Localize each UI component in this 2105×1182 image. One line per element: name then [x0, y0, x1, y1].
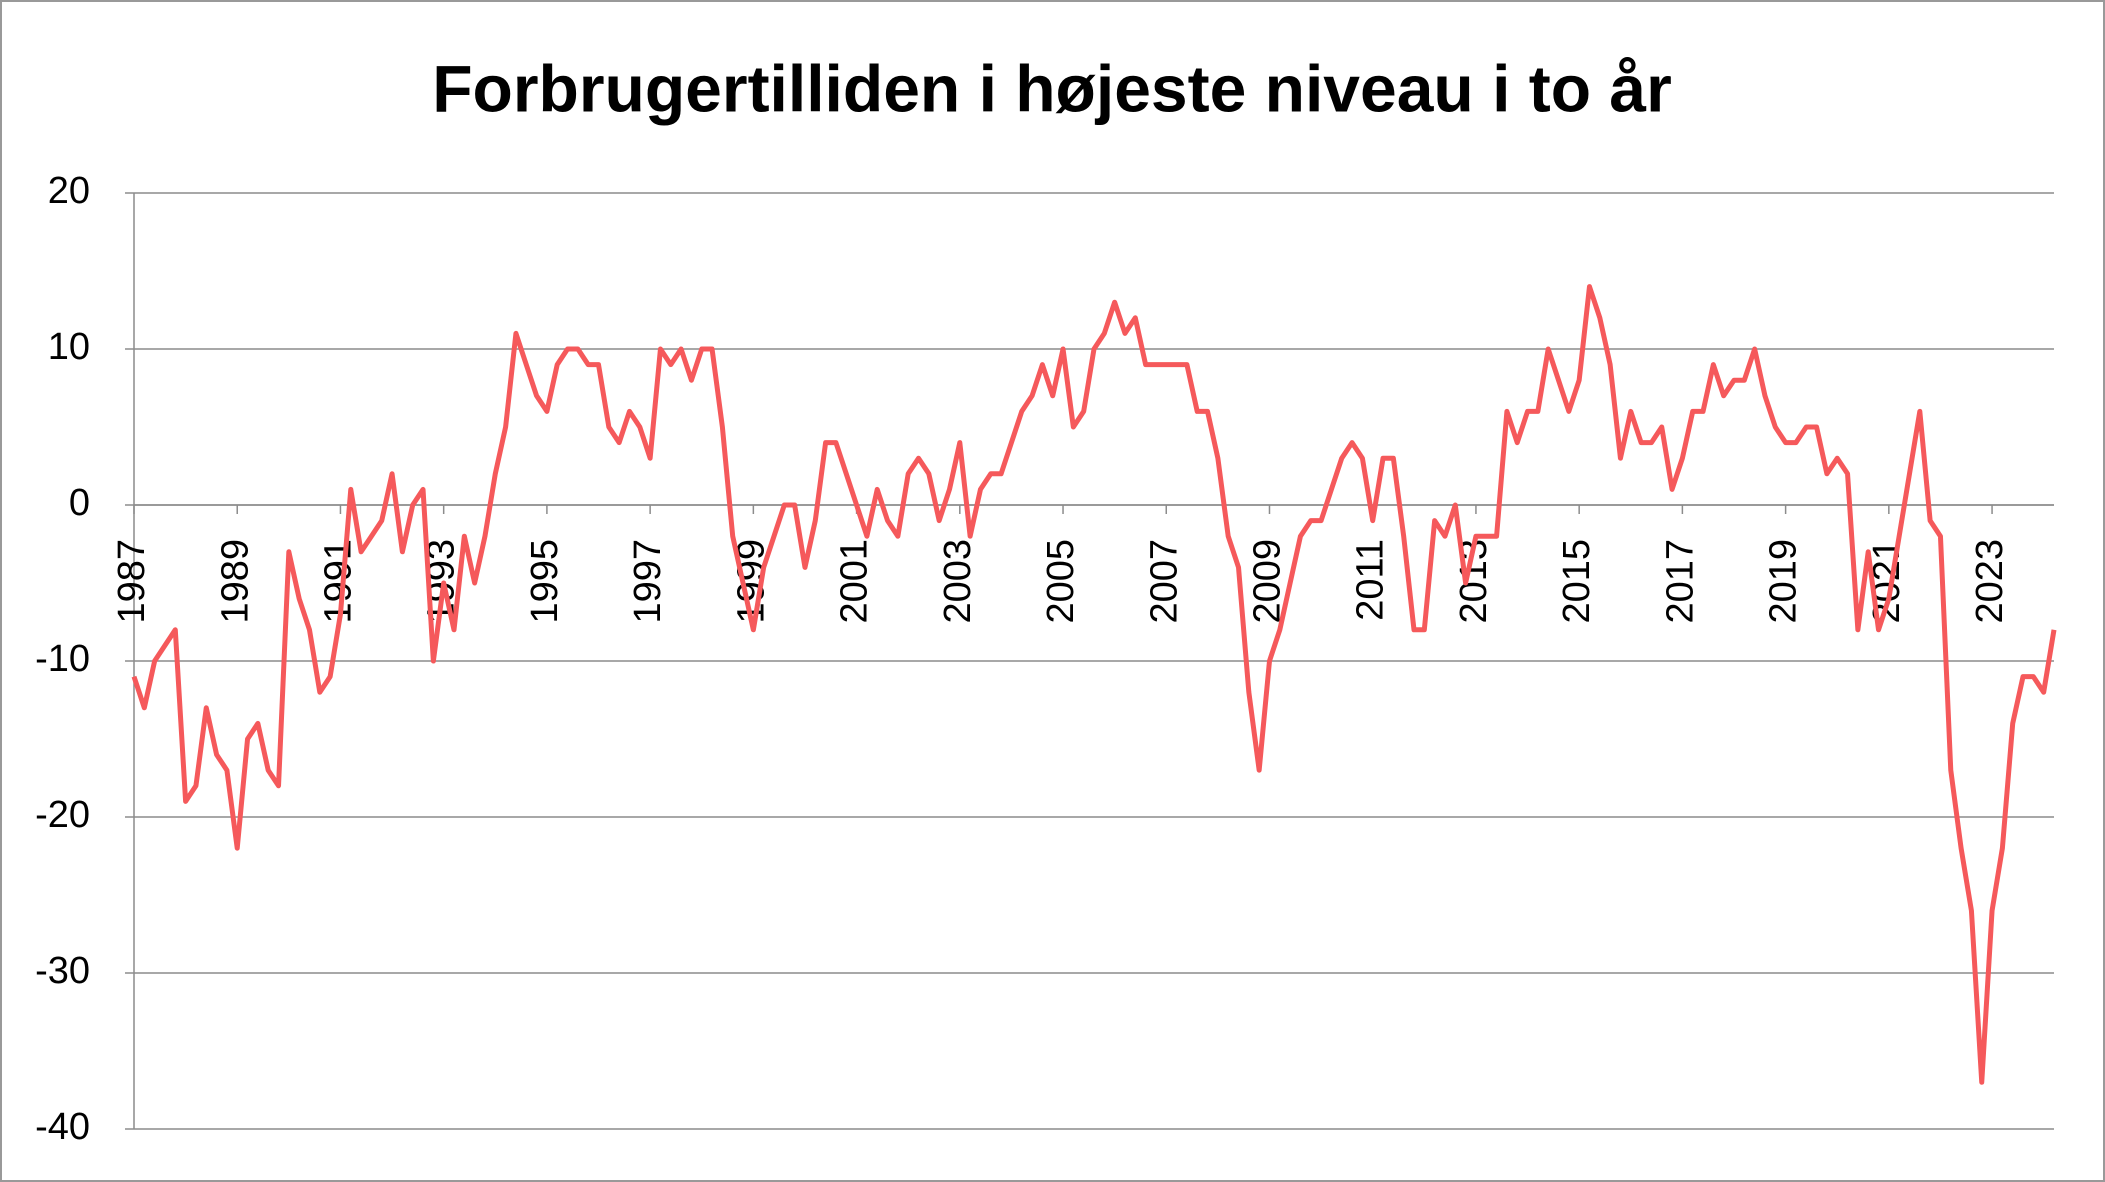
x-tick-label: 2009: [1247, 539, 1289, 624]
y-tick-label: 0: [69, 482, 90, 524]
x-tick-label: 2001: [834, 539, 876, 624]
x-tick-label: 2007: [1143, 539, 1185, 624]
x-tick-label: 2005: [1040, 539, 1082, 624]
y-tick-label: -20: [35, 794, 90, 836]
x-tick-label: 1997: [627, 539, 669, 624]
y-tick-label: 20: [48, 170, 90, 212]
y-tick-label: -40: [35, 1106, 90, 1148]
x-tick-label: 2015: [1556, 539, 1598, 624]
x-tick-label: 1989: [214, 539, 256, 624]
x-tick-label: 2003: [937, 539, 979, 624]
y-tick-label: -30: [35, 950, 90, 992]
y-tick-label: 10: [48, 326, 90, 368]
data-line: [131, 284, 2057, 1085]
x-tick-label: 2017: [1659, 539, 1701, 624]
chart-title: Forbrugertilliden i højeste niveau i to …: [432, 51, 1672, 125]
x-tick-label: 2011: [1350, 539, 1392, 621]
x-tick-label: 1987: [111, 539, 153, 624]
y-tick-label: -10: [35, 638, 90, 680]
x-tick-label: 1995: [524, 539, 566, 624]
x-tick-label: 2023: [1969, 539, 2011, 624]
x-tick-label: 2019: [1763, 539, 1805, 624]
